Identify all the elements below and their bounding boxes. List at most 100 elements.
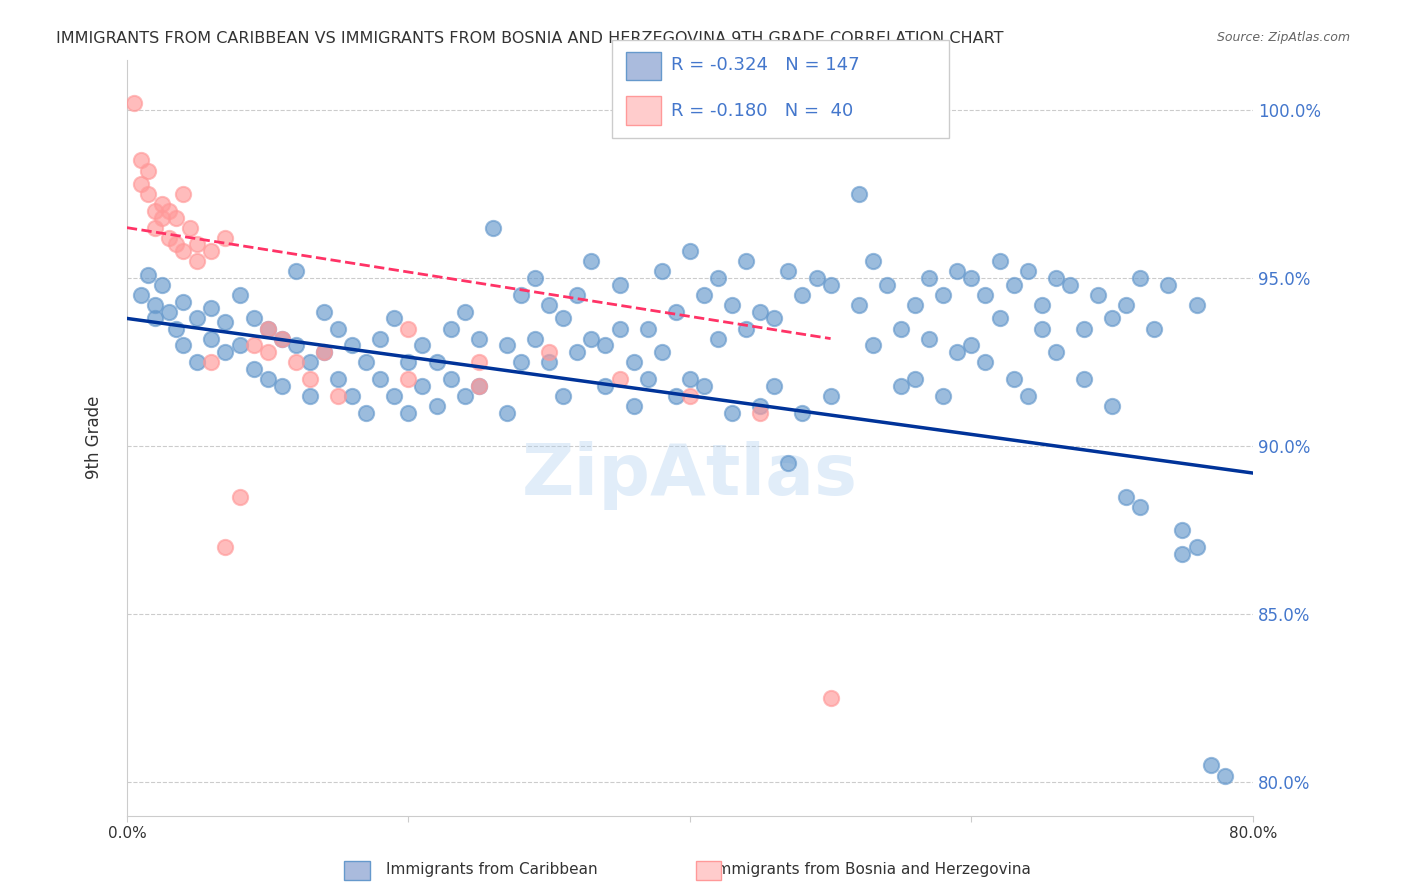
Point: [186, 311, 208, 326]
Point: [735, 321, 758, 335]
Point: [1087, 288, 1109, 302]
Point: [214, 540, 236, 554]
Point: [186, 254, 208, 268]
Point: [538, 298, 561, 312]
Point: [778, 264, 800, 278]
Point: [693, 288, 716, 302]
Point: [270, 332, 292, 346]
Text: R = -0.180   N =  40: R = -0.180 N = 40: [671, 102, 853, 120]
Point: [157, 203, 180, 218]
Point: [439, 372, 461, 386]
Point: [988, 311, 1011, 326]
Point: [1073, 372, 1095, 386]
Point: [165, 321, 187, 335]
Point: [468, 355, 491, 369]
Point: [820, 277, 842, 292]
Point: [172, 187, 194, 202]
Point: [763, 311, 786, 326]
Point: [186, 355, 208, 369]
Point: [270, 378, 292, 392]
Point: [806, 271, 828, 285]
Point: [749, 405, 772, 419]
Point: [468, 332, 491, 346]
Point: [1143, 321, 1166, 335]
Point: [129, 288, 152, 302]
Point: [136, 163, 159, 178]
Point: [165, 237, 187, 252]
Point: [707, 271, 730, 285]
Point: [214, 345, 236, 359]
Point: [974, 355, 997, 369]
Point: [165, 211, 187, 225]
Text: R = -0.324    N = 147: R = -0.324 N = 147: [645, 103, 839, 121]
Point: [876, 277, 898, 292]
Point: [256, 345, 278, 359]
Point: [136, 187, 159, 202]
Point: [553, 389, 575, 403]
Point: [150, 277, 173, 292]
Point: [890, 321, 912, 335]
Point: [749, 399, 772, 413]
Point: [749, 304, 772, 318]
Point: [988, 254, 1011, 268]
Point: [609, 321, 631, 335]
Point: [1129, 271, 1152, 285]
Point: [354, 355, 377, 369]
Point: [143, 220, 166, 235]
Point: [609, 372, 631, 386]
Point: [129, 177, 152, 191]
Point: [1115, 490, 1137, 504]
Point: [326, 372, 349, 386]
Point: [425, 399, 447, 413]
Point: [200, 332, 222, 346]
Point: [326, 389, 349, 403]
Point: [439, 321, 461, 335]
Point: [411, 378, 433, 392]
Point: [946, 345, 969, 359]
Point: [396, 321, 419, 335]
Point: [581, 254, 603, 268]
Point: [396, 405, 419, 419]
Point: [482, 220, 505, 235]
Point: [256, 372, 278, 386]
Point: [340, 389, 363, 403]
Point: [242, 362, 264, 376]
Point: [960, 271, 983, 285]
Point: [150, 211, 173, 225]
Point: [792, 288, 814, 302]
Point: [1115, 298, 1137, 312]
Point: [862, 338, 884, 352]
Point: [382, 389, 405, 403]
Text: Immigrants from Bosnia and Herzegovina: Immigrants from Bosnia and Herzegovina: [713, 863, 1031, 877]
Point: [763, 378, 786, 392]
Point: [284, 264, 307, 278]
Point: [468, 378, 491, 392]
Point: [1017, 264, 1039, 278]
Point: [340, 338, 363, 352]
Point: [228, 490, 250, 504]
Point: [524, 271, 547, 285]
Point: [256, 321, 278, 335]
Point: [848, 187, 870, 202]
Point: [623, 355, 645, 369]
Point: [679, 244, 702, 259]
Point: [122, 96, 145, 111]
Point: [242, 338, 264, 352]
Point: [1031, 298, 1053, 312]
Point: [150, 197, 173, 211]
Point: [143, 298, 166, 312]
Point: [778, 456, 800, 470]
Point: [425, 355, 447, 369]
Point: [1185, 540, 1208, 554]
Point: [510, 288, 533, 302]
Point: [707, 332, 730, 346]
Point: [524, 332, 547, 346]
Point: [298, 389, 321, 403]
Point: [693, 378, 716, 392]
Point: [157, 231, 180, 245]
Point: [510, 355, 533, 369]
Point: [228, 338, 250, 352]
Point: [1171, 523, 1194, 537]
Point: [214, 315, 236, 329]
Point: [200, 244, 222, 259]
